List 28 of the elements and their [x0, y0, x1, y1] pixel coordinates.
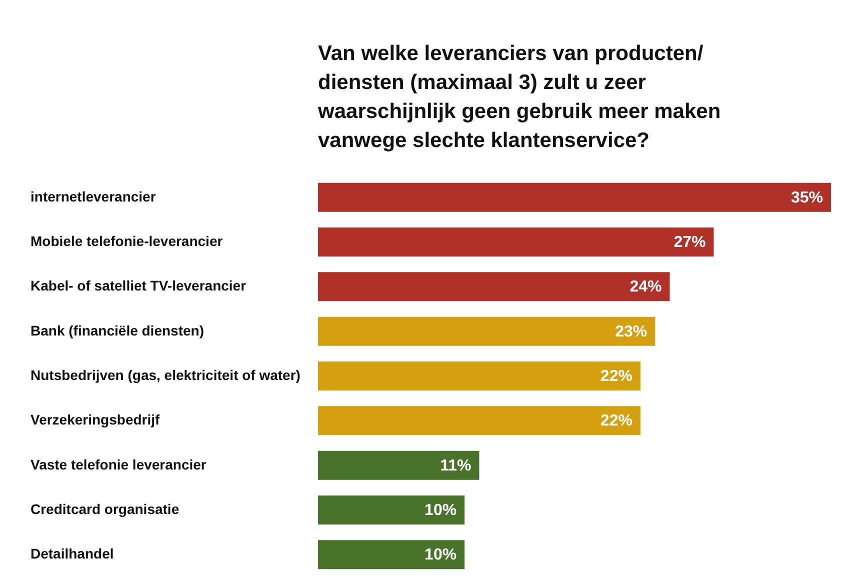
y-tick-label: Verzekeringsbedrijf [30, 412, 160, 428]
data-label: 22% [600, 412, 632, 430]
data-label: 23% [615, 323, 648, 340]
data-label: 22% [600, 368, 632, 385]
data-label: 11% [440, 457, 472, 474]
data-label: 10% [424, 546, 457, 564]
y-tick-label: Kabel- of satelliet TV-leverancier [30, 278, 247, 294]
data-label: 27% [674, 234, 706, 251]
bar [318, 361, 640, 391]
bar [318, 495, 465, 525]
y-tick-label: Nutsbedrijven (gas, elektriciteit of water) [30, 367, 300, 383]
bar [318, 450, 480, 480]
bar [318, 227, 714, 257]
bar [318, 272, 670, 302]
y-tick-label: Creditcard organisatie [30, 501, 180, 517]
y-tick-label: Bank (financiële diensten) [30, 322, 204, 338]
y-tick-label: internetleverancier [30, 188, 156, 204]
bar [318, 316, 656, 346]
y-tick-label: Mobiele telefonie-leverancier [30, 233, 224, 249]
bar [318, 540, 465, 570]
data-label: 24% [630, 278, 662, 296]
y-tick-label: Detailhandel [30, 546, 114, 562]
chart-title: Van welke leveranciers van producten/ diensten (maximaal 3) zult u zeer waarschijnlijk geen gebruik meer maken vanwege slechte klantenservice? [317, 42, 721, 152]
data-label: 35% [790, 189, 823, 206]
y-tick-label: Vaste telefonie leverancier [30, 456, 207, 472]
bar [318, 182, 831, 212]
bar [318, 406, 640, 436]
data-label: 10% [424, 502, 457, 519]
